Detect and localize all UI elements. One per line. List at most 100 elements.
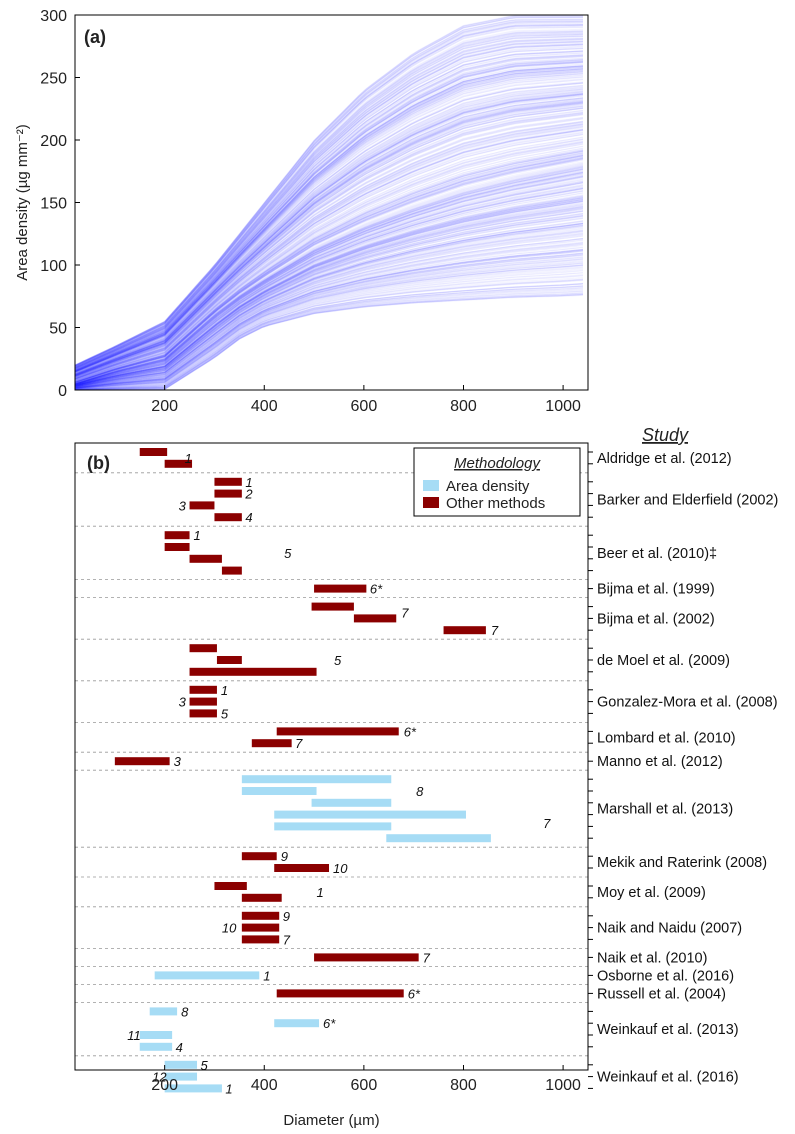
density-curve [75,264,584,389]
density-curve [75,102,584,377]
density-curve [75,24,584,367]
density-curve [75,35,584,369]
density-curve [75,79,584,374]
density-curve [75,74,584,374]
density-curve [75,183,584,386]
density-curve [75,260,584,389]
density-curve [75,197,584,386]
density-curve [75,239,584,388]
density-curve [75,68,584,373]
density-curve [75,261,584,389]
density-curve [75,86,584,375]
density-curve [75,254,584,389]
density-curve [75,48,584,370]
density-curve [75,254,584,389]
study-group: 7 [314,950,431,965]
study-name: Bijma et al. (1999) [597,582,715,598]
y-tick-label: 50 [49,321,67,338]
density-curve [75,222,584,388]
curve-bundle [75,15,584,390]
density-curve [75,41,584,369]
density-curve [75,15,583,366]
density-curve [75,163,584,385]
density-curve [75,262,584,389]
density-curve [75,253,584,389]
density-curve [75,215,584,387]
density-curve [75,294,584,390]
density-curve [75,31,584,368]
density-curve [75,85,584,375]
study-axis-title: Study [642,425,689,445]
density-curve [75,68,584,373]
density-curve [75,30,584,368]
density-curve [75,252,584,389]
density-curve [75,73,584,373]
density-curve [75,224,584,388]
density-curve [75,113,584,378]
density-curve [75,102,584,377]
density-curve [75,180,584,386]
density-curve [75,17,584,366]
density-curve [75,21,583,367]
density-curve [75,46,584,370]
density-curve [75,65,584,372]
density-curve [75,82,584,374]
reference-number: 7 [491,623,499,638]
density-curve [75,34,584,369]
study-name: Moy et al. (2009) [597,885,706,901]
density-curve [75,153,584,383]
density-curve [75,217,584,387]
reference-number: 7 [401,606,409,621]
density-curve [75,64,584,372]
density-curve [75,176,584,385]
density-curve [75,242,584,388]
density-curve [75,231,584,388]
study-name: Beer et al. (2010)‡ [597,546,717,562]
density-curve [75,204,584,387]
density-curve [75,249,584,389]
density-curve [75,95,584,376]
density-curve [75,246,584,389]
study-name: Gonzalez-Mora et al. (2008) [597,695,778,711]
reference-number: 9 [283,909,290,924]
density-curve [75,131,584,381]
density-curve [75,20,584,367]
range-bar [311,602,354,611]
range-bar [189,697,217,706]
density-curve [75,23,584,367]
density-curve [75,102,584,377]
density-curve [75,82,584,375]
legend-title: Methodology [454,455,541,472]
density-curve [75,138,584,381]
range-bar [241,775,392,784]
density-curve [75,167,584,385]
x-tick-label: 800 [450,398,477,415]
density-curve [75,233,584,388]
density-curve [75,213,584,387]
density-curve [75,62,584,372]
density-curve [75,250,584,389]
density-curve [75,69,584,373]
density-curve [75,59,584,372]
density-curve [75,73,584,373]
density-curve [75,120,584,379]
density-curve [75,229,584,388]
density-curve [75,47,584,370]
density-curve [75,70,584,373]
density-curve [75,52,584,371]
density-curve [75,132,584,381]
density-curve [75,221,584,387]
density-curve [75,68,584,373]
density-curve [75,199,584,386]
density-curve [75,200,584,386]
density-curve [75,285,584,390]
density-curve [75,86,584,375]
density-curve [75,164,584,385]
range-bar [241,787,317,795]
range-bar [386,834,491,843]
study-group: 5 12 1 [152,1058,232,1097]
range-bar [214,513,242,522]
density-curve [75,171,584,385]
density-curve [75,113,584,378]
density-curve [75,190,584,386]
